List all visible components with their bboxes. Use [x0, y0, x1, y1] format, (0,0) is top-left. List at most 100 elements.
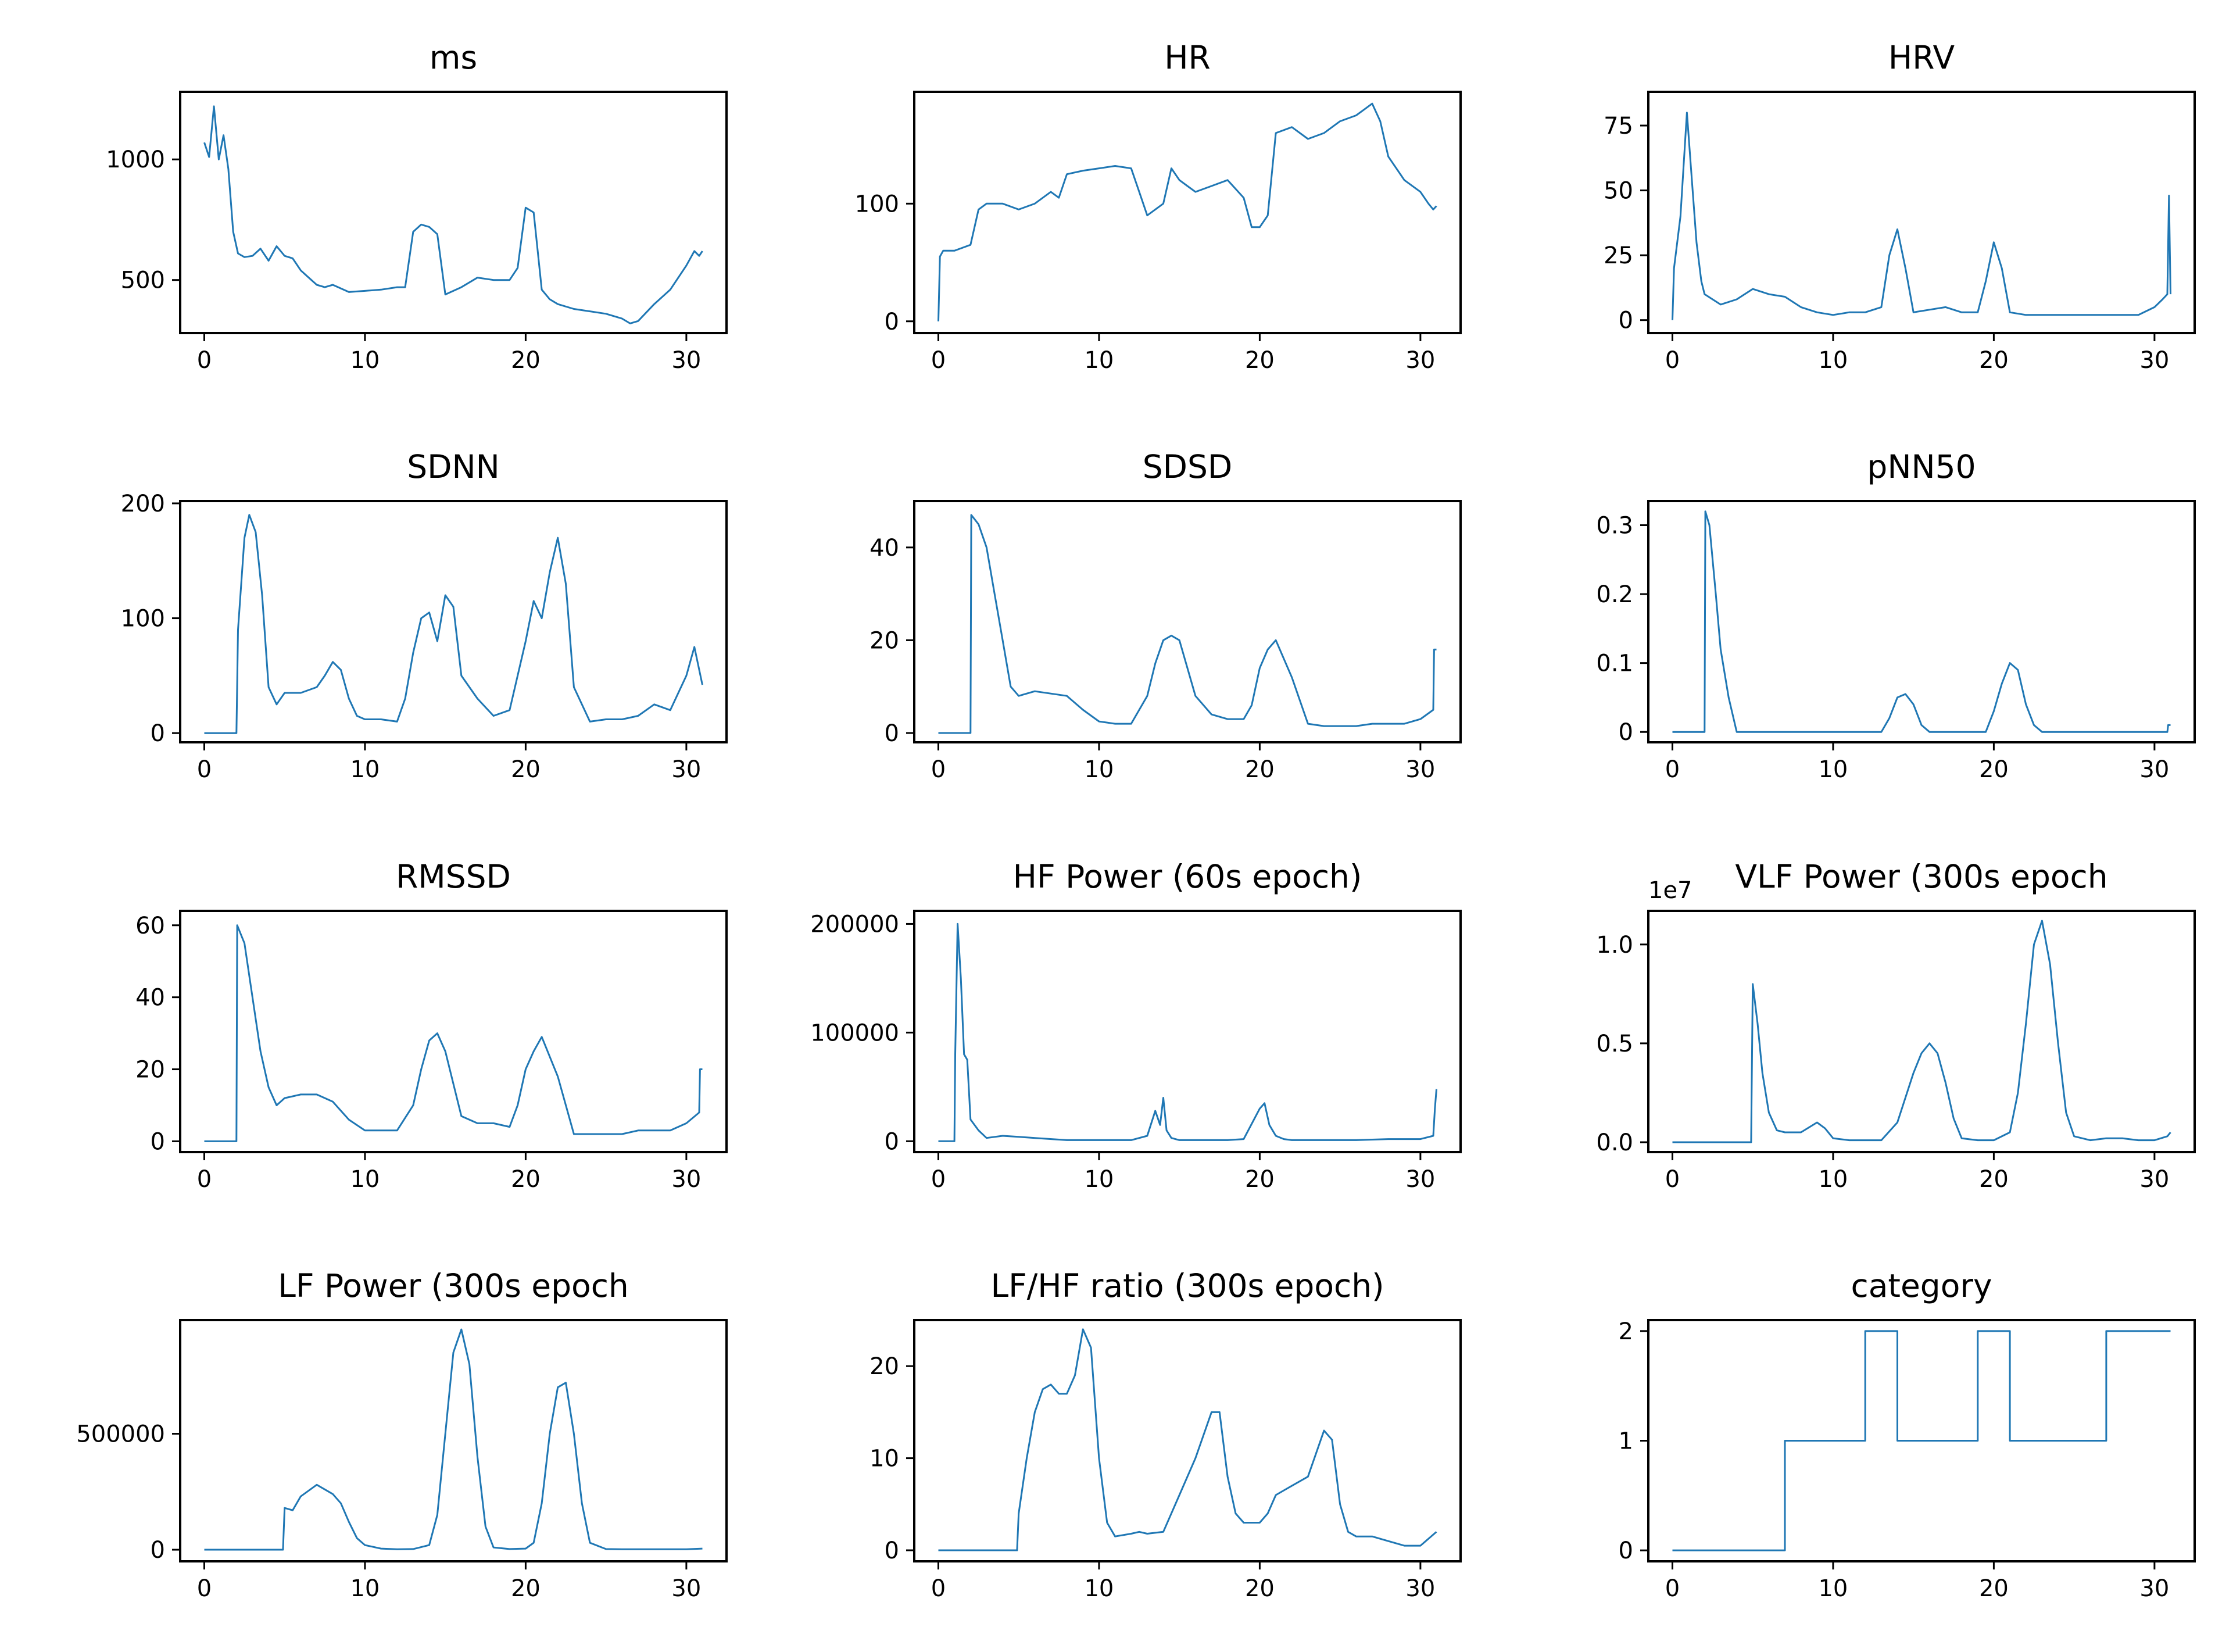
x-tick-label: 0	[931, 756, 946, 783]
x-tick-label: 0	[1665, 1575, 1680, 1602]
plot-frame-vlf-power-300s-epoch	[1647, 910, 2196, 1153]
x-tick-label: 10	[1818, 1166, 1848, 1193]
plot-frame-sdsd	[913, 500, 1462, 743]
x-tick-label: 10	[350, 1575, 380, 1602]
series-line-category	[1672, 1330, 2171, 1551]
y-tick-label: 500000	[76, 1421, 165, 1448]
x-tick-label: 20	[1245, 1166, 1275, 1193]
series-line-pnn50	[1672, 510, 2171, 733]
series-line-sdsd	[938, 514, 1437, 734]
y-tick-label: 200000	[810, 911, 899, 938]
y-tick-label: 25	[1604, 242, 1633, 269]
x-tick-label: 30	[1405, 1575, 1435, 1602]
x-tick-label: 0	[197, 1166, 212, 1193]
panel-hrv: 0 10 20 30 0 25 50 75 HRV	[1604, 39, 2196, 374]
x-tick-label: 10	[1818, 347, 1848, 374]
panel-sdsd: 0 10 20 30 0 20 40 SDSD	[869, 448, 1462, 783]
x-tick-label: 20	[1245, 756, 1275, 783]
x-tick-label: 0	[197, 347, 212, 374]
panel-title-hr: HR	[1164, 39, 1211, 76]
plot-frame-ms	[179, 91, 728, 334]
y-tick-label: 0	[1619, 1537, 1633, 1564]
x-tick-label: 20	[1245, 1575, 1275, 1602]
y-tick-label: 200	[121, 491, 165, 517]
x-tick-label: 20	[1979, 1575, 2009, 1602]
x-tick-label: 10	[1084, 347, 1114, 374]
plot-frame-sdnn	[179, 500, 728, 743]
y-tick-label: 50	[1604, 178, 1633, 205]
x-tick-label: 0	[931, 1166, 946, 1193]
panel-ms: 0 10 20 30 500 1000 ms	[106, 39, 728, 374]
x-tick-label: 20	[1979, 1166, 2009, 1193]
y-tick-label: 1	[1619, 1428, 1633, 1455]
x-tick-label: 10	[350, 347, 380, 374]
series-line-sdnn	[204, 514, 703, 734]
x-tick-label: 0	[1665, 1166, 1680, 1193]
panel-title-rmssd: RMSSD	[396, 858, 511, 895]
x-tick-label: 10	[350, 1166, 380, 1193]
x-tick-label: 30	[2139, 756, 2169, 783]
x-tick-label: 10	[1084, 1166, 1114, 1193]
x-tick-label: 30	[671, 1575, 701, 1602]
x-tick-label: 10	[1818, 1575, 1848, 1602]
x-tick-label: 10	[350, 756, 380, 783]
y-tick-label: 0	[885, 1537, 899, 1564]
y-tick-label: 0.0	[1596, 1129, 1633, 1156]
panel-title-ms: ms	[430, 39, 477, 76]
x-tick-label: 30	[671, 756, 701, 783]
x-tick-label: 10	[1084, 756, 1114, 783]
x-tick-label: 20	[511, 347, 541, 374]
x-tick-label: 0	[931, 347, 946, 374]
y-tick-label: 60	[135, 913, 165, 939]
plot-frame-hf-power-60s-epoch	[913, 910, 1462, 1153]
panel-title-lf-power-300s-epoch: LF Power (300s epoch	[278, 1267, 629, 1304]
panel-lf-power-300s-epoch: 0 10 20 30 0 500000 LF Power (300s epoch	[76, 1267, 728, 1602]
y-tick-label: 100	[121, 606, 165, 632]
y-tick-label: 0.2	[1596, 581, 1633, 608]
x-tick-label: 30	[2139, 1166, 2169, 1193]
panel-title-vlf-power-300s-epoch: VLF Power (300s epoch	[1735, 858, 2107, 895]
panel-pnn50: 0 10 20 30 0 0.1 0.2 0.3 pNN50	[1596, 448, 2196, 783]
y-tick-label: 0	[1619, 719, 1633, 746]
y-tick-label: 20	[869, 1353, 899, 1380]
plot-frame-hrv	[1647, 91, 2196, 334]
y-tick-label: 20	[135, 1057, 165, 1084]
series-line-rmssd	[204, 924, 703, 1142]
y-tick-label: 75	[1604, 113, 1633, 140]
x-tick-label: 0	[931, 1575, 946, 1602]
panel-category: 0 10 20 30 0 1 2 category	[1619, 1267, 2196, 1602]
y-offset-label: 1e7	[1648, 877, 1692, 904]
y-tick-label: 0.1	[1596, 650, 1633, 677]
panel-title-sdnn: SDNN	[407, 448, 500, 485]
x-tick-label: 0	[1665, 756, 1680, 783]
panel-sdnn: 0 10 20 30 0 100 200 SDNN	[121, 448, 728, 783]
x-tick-label: 0	[197, 756, 212, 783]
x-tick-label: 0	[1665, 347, 1680, 374]
panel-title-sdsd: SDSD	[1143, 448, 1233, 485]
y-tick-label: 1000	[106, 146, 165, 173]
y-tick-label: 100	[855, 191, 899, 217]
panel-title-hrv: HRV	[1888, 39, 1955, 76]
y-tick-label: 40	[135, 985, 165, 1011]
y-tick-label: 0	[151, 720, 165, 747]
y-tick-label: 0.3	[1596, 513, 1633, 539]
x-tick-label: 20	[511, 756, 541, 783]
plot-frame-rmssd	[179, 910, 728, 1153]
x-tick-label: 20	[1979, 347, 2009, 374]
y-tick-label: 500	[121, 267, 165, 294]
y-tick-label: 0	[885, 1128, 899, 1155]
plot-frame-lf-hf-ratio-300s-epoch	[913, 1319, 1462, 1562]
panel-title-hf-power-60s-epoch: HF Power (60s epoch)	[1013, 858, 1362, 895]
y-tick-label: 100000	[810, 1020, 899, 1046]
x-tick-label: 10	[1818, 756, 1848, 783]
panel-title-category: category	[1851, 1267, 1992, 1304]
x-tick-label: 20	[511, 1166, 541, 1193]
series-line-hrv	[1672, 112, 2171, 320]
series-line-lf-power-300s-epoch	[204, 1328, 703, 1551]
y-tick-label: 0	[885, 309, 899, 335]
panel-title-lf-hf-ratio-300s-epoch: LF/HF ratio (300s epoch)	[990, 1267, 1384, 1304]
x-tick-label: 20	[1245, 347, 1275, 374]
series-line-ms	[203, 105, 703, 324]
series-line-lf-hf-ratio-300s-epoch	[938, 1328, 1437, 1551]
